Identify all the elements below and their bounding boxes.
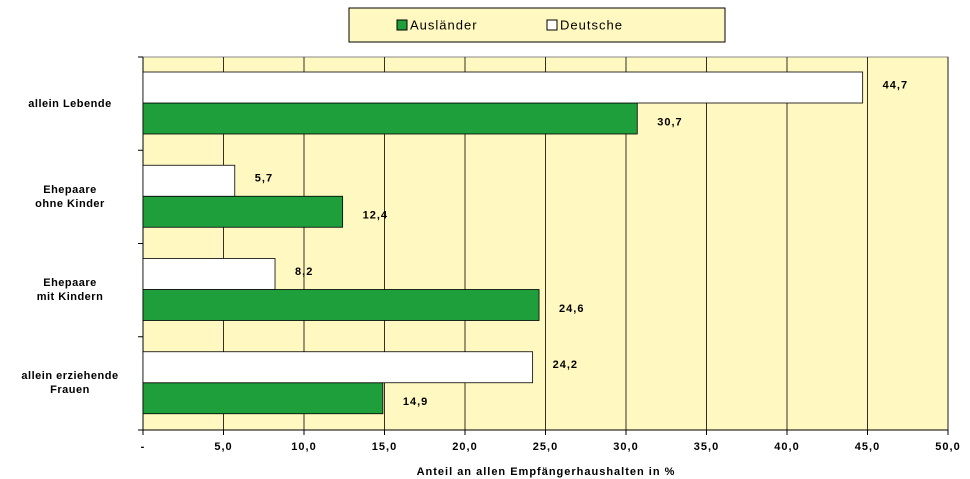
category-label: Ehepaare ohne Kinder: [35, 183, 105, 210]
x-tick-label: 10,0: [291, 441, 316, 453]
bar: [142, 71, 864, 104]
category-label: allein Lebende: [28, 97, 112, 110]
bar: [142, 351, 534, 384]
data-label: 8,2: [295, 266, 313, 278]
legend-label: Deutsche: [560, 17, 623, 32]
data-label: 30,7: [657, 116, 682, 128]
x-tick-label: 20,0: [452, 441, 477, 453]
bar: [142, 289, 540, 321]
legend-swatch: [546, 19, 558, 31]
x-tick-label: 50,0: [935, 441, 960, 453]
x-tick-label: 40,0: [774, 441, 799, 453]
bar: [142, 382, 384, 415]
data-label: 44,7: [883, 79, 908, 91]
data-label: 5,7: [255, 173, 273, 185]
x-tick-label: 35,0: [694, 441, 719, 453]
x-tick-label: 5,0: [214, 441, 232, 453]
legend-label: Ausländer: [410, 17, 478, 32]
legend-box: [348, 7, 726, 43]
x-tick-label: 45,0: [855, 441, 880, 453]
x-tick-label: -: [141, 441, 146, 453]
category-label: Ehepaare mit Kindern: [36, 277, 104, 304]
bar: [142, 164, 236, 197]
category-label: allein erziehende Frauen: [21, 370, 119, 397]
data-label: 24,2: [553, 359, 578, 371]
bar: [142, 258, 276, 290]
bar: [142, 195, 344, 228]
data-label: 14,9: [403, 396, 428, 408]
data-label: 24,6: [559, 303, 584, 315]
bar: [142, 102, 638, 135]
x-axis-label: Anteil an allen Empfängerhaushalten in %: [417, 466, 676, 478]
legend-swatch: [396, 19, 408, 31]
x-tick-label: 15,0: [372, 441, 397, 453]
x-tick-label: 30,0: [613, 441, 638, 453]
data-label: 12,4: [363, 210, 388, 222]
x-tick-label: 25,0: [533, 441, 558, 453]
